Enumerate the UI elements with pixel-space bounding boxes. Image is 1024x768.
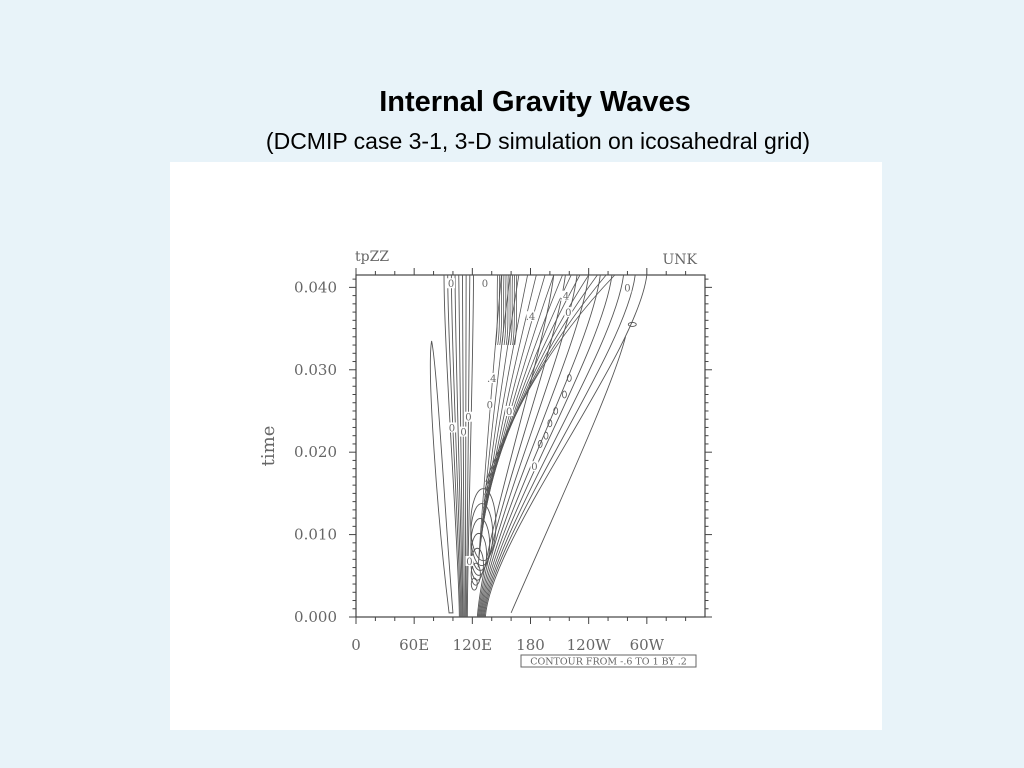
contour-line [481, 275, 563, 522]
x-tick-label: 60W [630, 636, 665, 654]
contour-label: 0 [565, 308, 571, 319]
contour-label-bg [505, 405, 514, 416]
contour-label: .4 [487, 374, 497, 385]
contour-line [464, 275, 578, 617]
y-tick-label: 0.040 [294, 278, 337, 296]
contour-label: 0 [466, 557, 472, 568]
contour-label-bg [560, 290, 569, 301]
variable-label: tpZZ [355, 249, 389, 265]
contour-label: .4 [560, 292, 570, 303]
contour-line [461, 275, 590, 617]
contour-label: 0 [460, 428, 466, 439]
contour-label: 0 [482, 279, 488, 290]
x-tick-label: 0 [351, 636, 361, 654]
contour-label-bg [464, 411, 473, 422]
contour-line [501, 275, 505, 346]
contour-info-text: CONTOUR FROM -.6 TO 1 BY .2 [530, 657, 687, 668]
contour-info-box [520, 654, 697, 668]
contour-line [485, 275, 616, 482]
contour-line [503, 275, 507, 346]
contour-line [482, 275, 572, 515]
contour-line [512, 275, 516, 346]
contour-line [470, 562, 481, 586]
contour-line [454, 275, 613, 617]
contour-line [537, 440, 543, 448]
contour-line [484, 275, 607, 489]
y-tick-label: 0.010 [294, 526, 337, 544]
contour-line [450, 275, 625, 617]
contour-label: .4 [526, 312, 536, 323]
y-tick-label: 0.030 [294, 361, 337, 379]
contour-label-bg [487, 373, 496, 384]
contour-line [627, 321, 637, 327]
contour-line [466, 275, 555, 617]
contour-line [510, 275, 513, 346]
contour-label: 0 [449, 423, 455, 434]
contour-line [507, 275, 511, 346]
contour-label-bg [465, 555, 474, 566]
contour-line [566, 374, 572, 382]
contour-line [505, 275, 509, 346]
x-tick-label: 180 [516, 636, 545, 654]
slide-title: Internal Gravity Waves [379, 86, 691, 118]
contour-line [458, 275, 601, 617]
contour-line [483, 275, 590, 502]
contour-label: 0 [506, 407, 512, 418]
plot-panel: 0 0 0 0 0 0 0 0 0 0 0.4.4.4 tpZZ UNK time 0 60E 120E… [170, 162, 882, 730]
contour-line [495, 275, 498, 346]
contour-line [429, 340, 454, 614]
contour-line [497, 275, 501, 346]
contour-label-bg [447, 422, 456, 433]
contour-label: 0 [531, 462, 537, 473]
contour-label-bg [623, 282, 632, 293]
tick-marks [349, 268, 712, 624]
contour-label: 0 [487, 400, 493, 411]
contour-line [470, 532, 488, 576]
contour-line [510, 336, 626, 614]
y-tick-label: 0.020 [294, 443, 337, 461]
contour-field [429, 275, 648, 617]
contour-line [477, 275, 502, 568]
contour-label-bg [480, 278, 489, 289]
contour-label-bg [530, 461, 539, 472]
y-axis-label: time [258, 426, 279, 467]
contour-line [465, 275, 566, 617]
slide-subtitle: (DCMIP case 3-1, 3-D simulation on icosa… [265, 128, 811, 154]
contour-label-bg [485, 399, 494, 410]
y-tick-labels: 0.000 0.010 0.020 0.030 0.040 [294, 278, 337, 626]
contour-line [482, 275, 581, 509]
contour-label-bg [564, 307, 573, 318]
contour-label: 0 [624, 283, 630, 294]
contour-line [547, 419, 553, 428]
contour-line [553, 407, 559, 415]
contour-line [443, 275, 648, 617]
x-tick-label: 120E [453, 636, 493, 654]
contour-line [447, 275, 636, 617]
contour-label-bg [447, 278, 456, 289]
x-tick-label: 60E [399, 636, 429, 654]
contour-label: 0 [448, 279, 454, 290]
contour-label-bg [526, 311, 535, 322]
contour-line [514, 275, 518, 346]
units-label: UNK [662, 252, 697, 268]
x-tick-label: 120W [567, 636, 612, 654]
contour-line [499, 275, 503, 346]
contour-label-bg [459, 426, 468, 437]
contour-line [484, 275, 598, 496]
contour-line [543, 431, 549, 440]
contour-line [562, 390, 567, 399]
x-tick-labels: 0 60E 120E 180 120W 60W [351, 636, 664, 654]
y-tick-label: 0.000 [294, 608, 337, 626]
contour-label: 0 [465, 413, 471, 424]
contour-line [470, 488, 497, 562]
